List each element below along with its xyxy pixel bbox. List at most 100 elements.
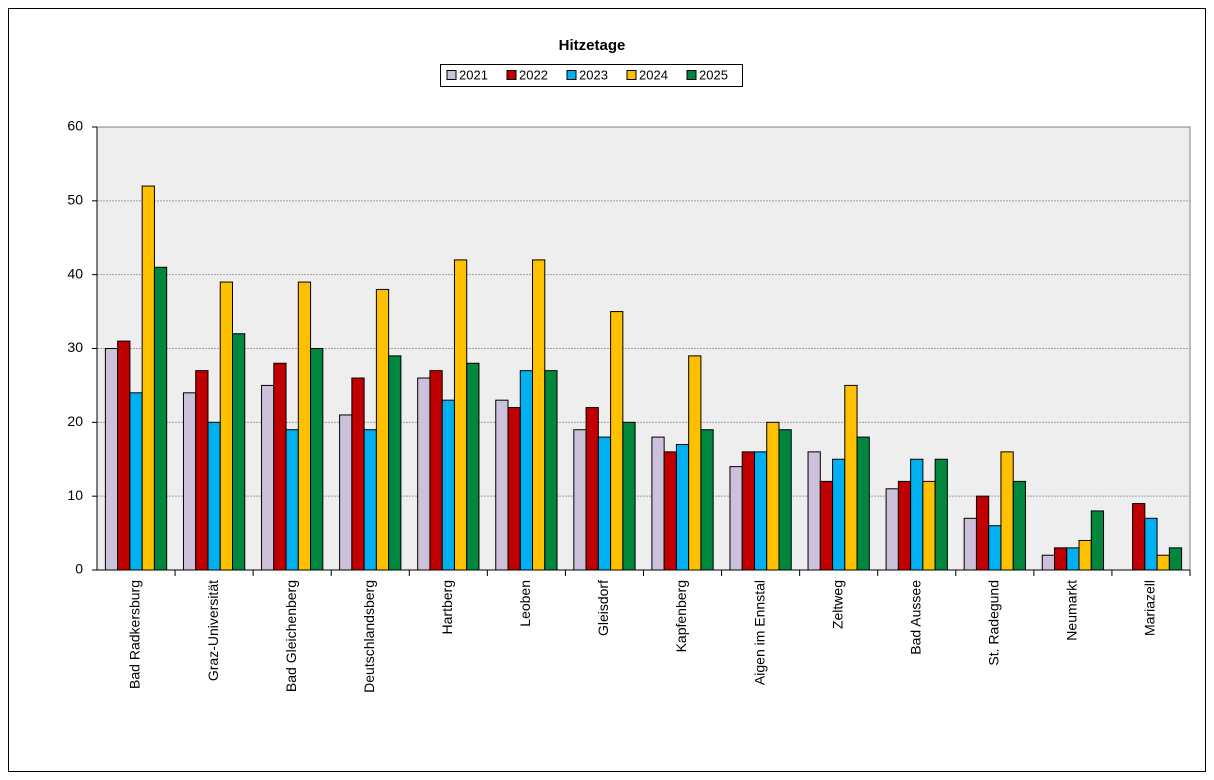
bar	[610, 311, 624, 571]
y-tick-label: 20	[67, 413, 83, 429]
bar	[597, 436, 612, 571]
bar	[700, 429, 714, 571]
bar	[117, 340, 131, 571]
bar	[388, 355, 402, 571]
x-tick-label: Deutschlandsberg	[361, 580, 377, 693]
legend-swatch	[446, 70, 457, 80]
bar	[897, 480, 912, 571]
bar	[844, 384, 858, 571]
bar	[441, 399, 455, 571]
bar	[934, 458, 948, 571]
bar	[910, 458, 924, 571]
legend-label: 2022	[519, 67, 548, 82]
bar	[1012, 480, 1026, 571]
bar	[495, 399, 509, 571]
legend-swatch	[686, 70, 697, 80]
bar	[741, 451, 755, 571]
bar	[975, 495, 990, 571]
x-tick-label: Graz-Universität	[205, 580, 221, 681]
bar	[778, 429, 792, 571]
x-tick-label: St. Radegund	[986, 580, 1002, 666]
bar	[766, 421, 780, 571]
bar	[417, 377, 431, 571]
x-tick-label: Bad Aussee	[907, 580, 923, 655]
bar	[1156, 554, 1170, 571]
x-tick-label: Leoben	[517, 580, 533, 627]
legend-swatch	[626, 70, 637, 80]
bar	[1144, 517, 1158, 571]
bar	[182, 392, 197, 571]
bar	[1090, 510, 1105, 571]
bar	[1132, 503, 1146, 571]
legend-label: 2025	[699, 67, 728, 82]
bar	[963, 517, 977, 571]
x-tick-label: Kapfenberg	[673, 580, 689, 652]
bar	[273, 362, 287, 571]
bar	[573, 429, 587, 571]
bar	[651, 436, 665, 571]
bar	[1041, 554, 1056, 571]
bar	[351, 377, 365, 571]
bar	[585, 407, 599, 571]
bar	[310, 348, 324, 571]
bar	[885, 488, 899, 571]
bar	[663, 451, 677, 571]
y-tick-label: 50	[67, 192, 83, 208]
bar	[1066, 547, 1080, 571]
bar	[429, 370, 443, 571]
bar	[507, 407, 521, 571]
bar	[819, 480, 834, 571]
bar	[856, 436, 870, 571]
bar	[544, 370, 558, 571]
bar	[195, 370, 209, 571]
bar	[532, 259, 546, 571]
bar	[231, 333, 246, 571]
x-tick-label: Bad Gleichenberg	[283, 580, 299, 692]
bar	[1000, 451, 1014, 571]
bar	[988, 525, 1002, 571]
bar	[104, 348, 119, 571]
y-tick-label: 60	[67, 118, 83, 134]
bar	[675, 443, 690, 571]
bar	[466, 362, 480, 571]
bar	[688, 355, 702, 571]
x-tick-label: Mariazell	[1142, 580, 1158, 636]
bar	[297, 281, 312, 571]
y-tick-label: 10	[67, 487, 83, 503]
bar	[622, 421, 636, 571]
bar	[375, 288, 390, 571]
x-tick-label: Bad Radkersburg	[127, 580, 143, 689]
x-tick-label: Zeltweg	[829, 580, 845, 629]
bar	[753, 451, 768, 571]
x-tick-label: Aigen im Ennstal	[751, 580, 767, 685]
legend-swatch	[566, 70, 577, 80]
x-tick-label: Neumarkt	[1064, 580, 1080, 641]
legend-label: 2024	[639, 67, 668, 82]
x-tick-label: Gleisdorf	[595, 580, 611, 636]
bar	[219, 281, 233, 571]
x-tick-label: Hartberg	[439, 580, 455, 634]
chart-title: Hitzetage	[559, 37, 626, 54]
bar	[1078, 539, 1092, 571]
legend-label: 2023	[579, 67, 608, 82]
bar	[807, 451, 821, 571]
bar	[453, 259, 468, 571]
bar	[153, 266, 168, 571]
bar	[261, 384, 275, 571]
y-tick-label: 40	[67, 265, 83, 281]
bar	[339, 414, 353, 571]
bar	[832, 458, 846, 571]
bar	[519, 370, 534, 571]
bar	[729, 466, 743, 571]
legend-label: 2021	[459, 67, 488, 82]
y-tick-label: 30	[67, 339, 83, 355]
legend-swatch	[506, 70, 517, 80]
bar	[129, 392, 143, 571]
bar	[1168, 547, 1183, 571]
bar	[141, 185, 155, 571]
bar	[207, 421, 221, 571]
bar	[922, 480, 936, 571]
bar	[1054, 547, 1068, 571]
y-tick-label: 0	[75, 561, 83, 577]
